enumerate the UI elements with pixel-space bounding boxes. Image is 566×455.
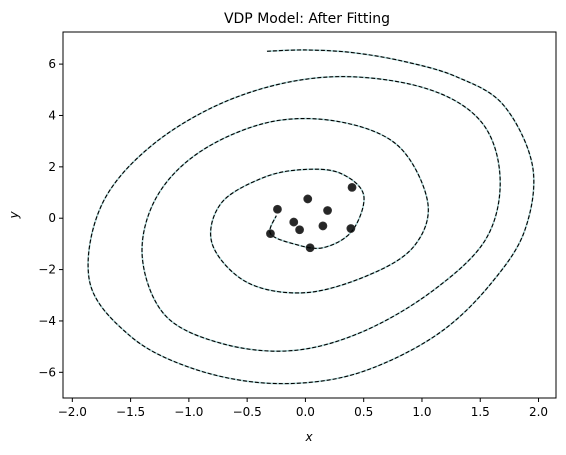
data-point [273, 204, 282, 214]
x-tick-label: 1.0 [412, 405, 431, 419]
chart-title: VDP Model: After Fitting [224, 11, 390, 27]
y-axis-label: y [7, 211, 21, 220]
data-point [323, 206, 332, 215]
x-tick-label: −0.5 [233, 405, 262, 419]
axes-frame [62, 31, 557, 399]
x-tick-label: −1.0 [174, 405, 203, 419]
y-tick-label: 6 [48, 57, 56, 71]
y-tick-label: 2 [48, 160, 56, 174]
data-point [318, 221, 328, 231]
y-tick-label: −4 [38, 314, 56, 328]
fitted-trajectory-line [87, 49, 535, 385]
y-tick-label: 4 [48, 108, 56, 122]
data-point [266, 229, 275, 239]
x-tick-label: −1.5 [116, 405, 145, 419]
x-tick-label: −2.0 [58, 405, 87, 419]
plot-area [87, 49, 535, 385]
x-axis-label: x [304, 430, 313, 444]
y-tick-label: −6 [38, 365, 56, 379]
true-trajectory-line [87, 49, 535, 385]
x-ticks: −2.0 −1.5 −1.0 −0.5 0.0 0.5 1.0 1.5 2.0 [58, 398, 548, 419]
x-tick-label: 2.0 [529, 405, 548, 419]
x-tick-label: 1.5 [471, 405, 490, 419]
y-tick-label: 0 [48, 211, 56, 225]
data-point [295, 225, 304, 235]
data-point [305, 243, 315, 253]
data-point [347, 182, 357, 192]
data-point [346, 224, 356, 233]
x-tick-label: 0.5 [354, 405, 373, 419]
y-ticks: −6 −4 −2 0 2 4 6 [38, 57, 63, 379]
data-point [303, 194, 313, 204]
x-tick-label: 0.0 [296, 405, 315, 419]
y-tick-label: −2 [38, 263, 56, 277]
data-point [289, 217, 299, 227]
